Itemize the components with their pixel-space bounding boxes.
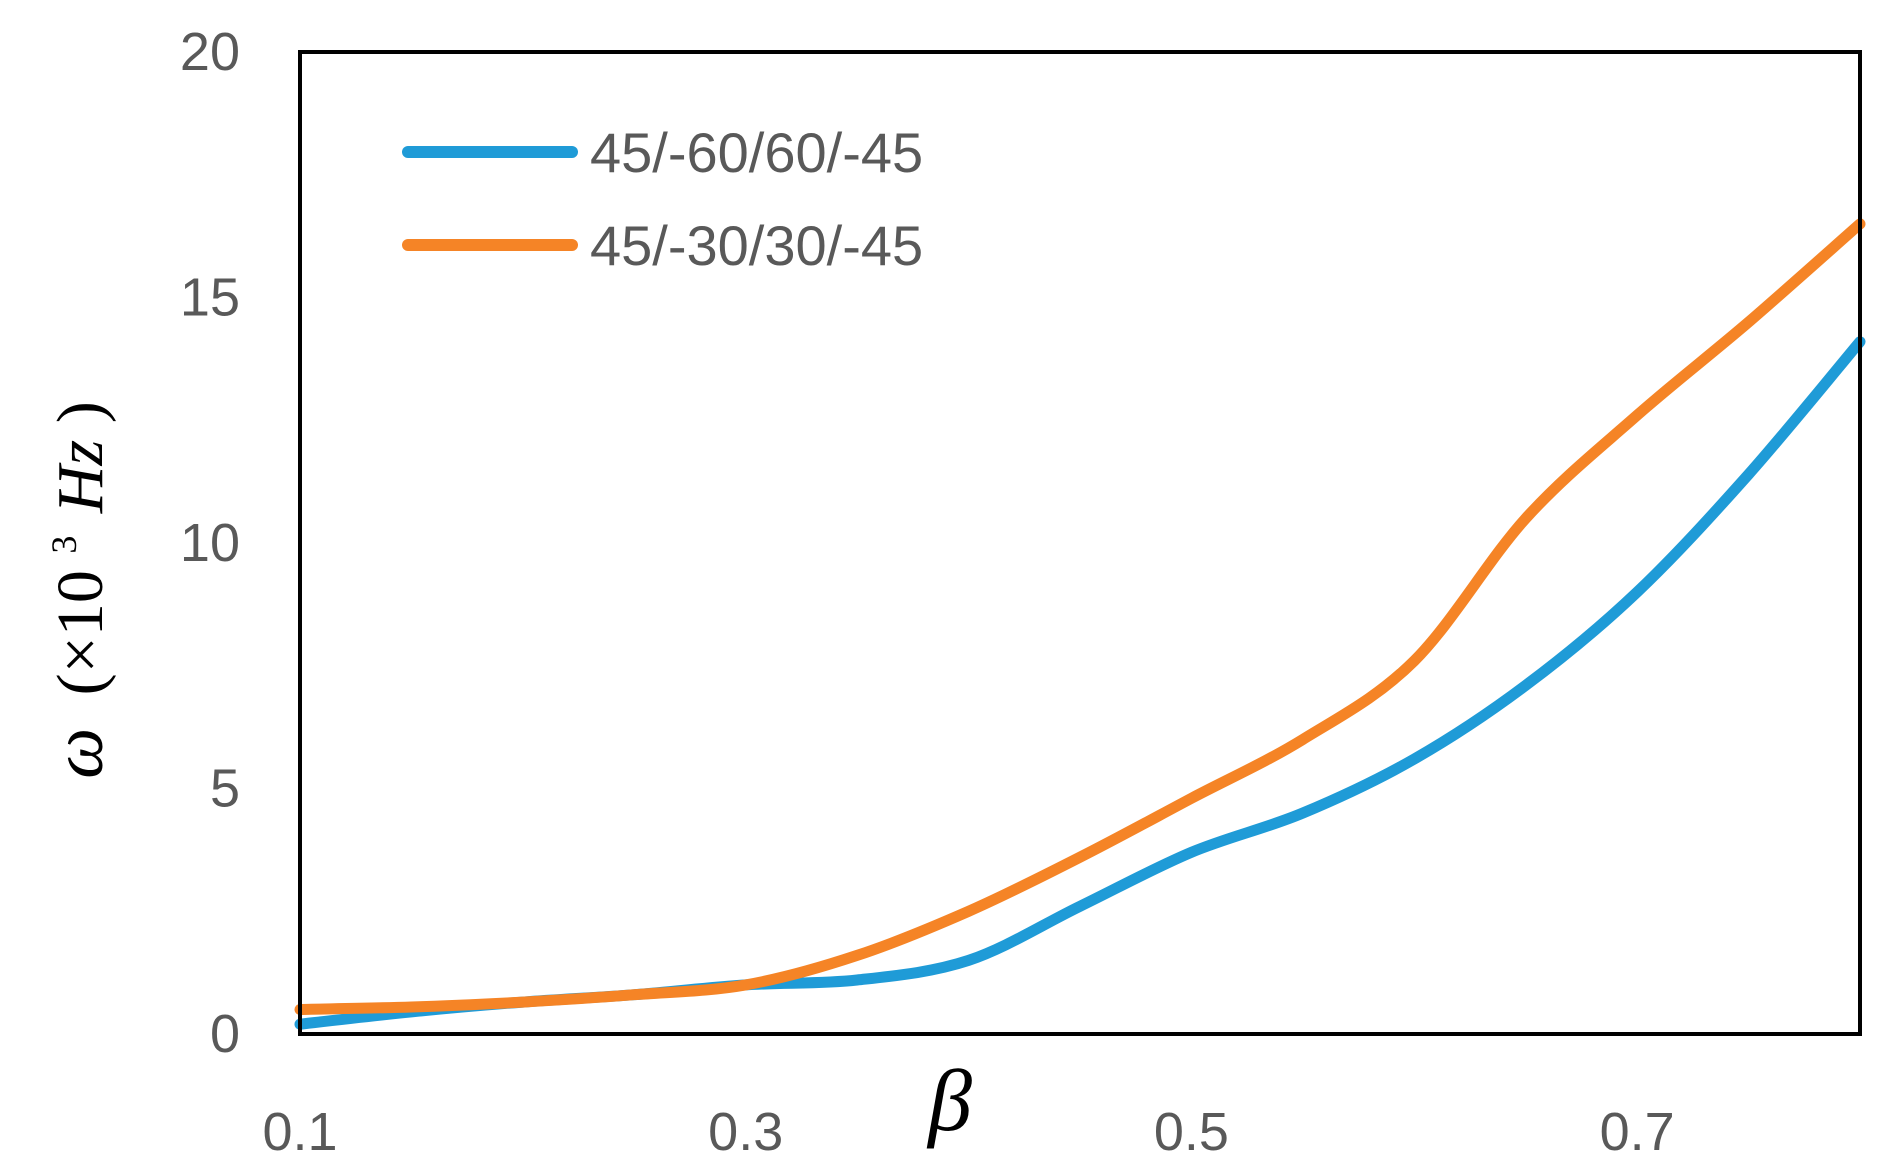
x-tick-label: 0.1 xyxy=(262,1102,337,1162)
y-axis-title: ω (×10 3 Hz ) xyxy=(18,401,118,778)
x-tick-label: 0.7 xyxy=(1600,1102,1675,1162)
y-tick-label: 5 xyxy=(210,759,240,819)
y-axis-unit-exponent: 3 xyxy=(44,536,84,554)
x-axis-ticks: 0.1 0.3 0.5 0.7 xyxy=(262,1102,1674,1162)
y-tick-label: 15 xyxy=(180,268,240,328)
x-tick-label: 0.5 xyxy=(1154,1102,1229,1162)
y-axis-unit-close: ) xyxy=(44,401,117,423)
y-axis-unit-hz: Hz xyxy=(44,440,117,514)
y-tick-label: 10 xyxy=(180,513,240,573)
y-axis-ticks: 0 5 10 15 20 xyxy=(180,22,240,1064)
legend-label-1: 45/-60/60/-45 xyxy=(590,121,923,184)
y-axis-unit-open: (×10 xyxy=(44,570,117,695)
y-tick-label: 0 xyxy=(210,1004,240,1064)
legend-label-2: 45/-30/30/-45 xyxy=(590,214,923,277)
plot-area-frame xyxy=(298,50,1862,1036)
y-tick-label: 20 xyxy=(180,22,240,82)
legend: 45/-60/60/-45 45/-30/30/-45 xyxy=(402,121,923,277)
series-line-2 xyxy=(294,218,1866,1015)
y-axis-symbol: ω xyxy=(38,728,118,779)
x-axis-title: β xyxy=(926,1053,972,1150)
series-layer xyxy=(294,218,1866,1030)
x-tick-label: 0.3 xyxy=(708,1102,783,1162)
